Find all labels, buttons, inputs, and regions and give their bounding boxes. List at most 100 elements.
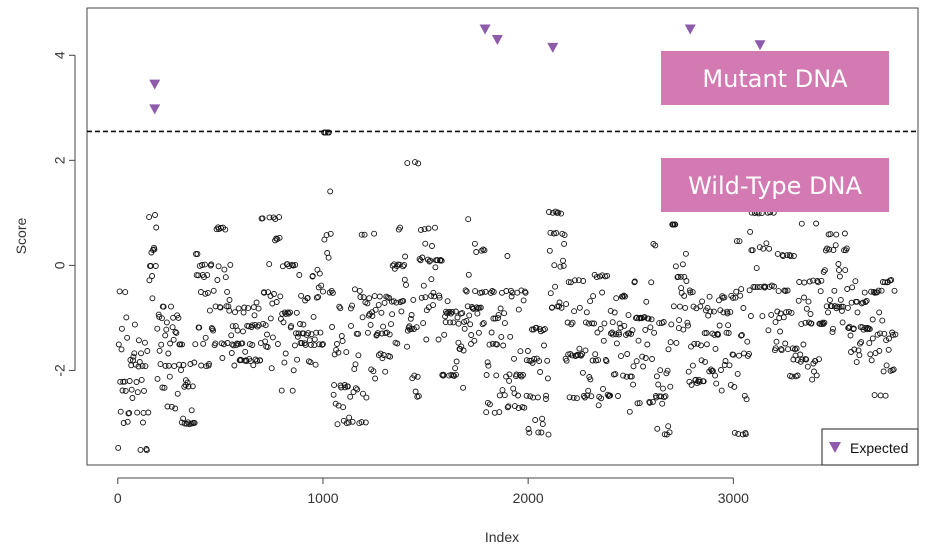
observed-point: [287, 309, 294, 316]
observed-point: [687, 289, 694, 296]
observed-point: [413, 324, 420, 331]
observed-point: [285, 310, 292, 317]
observed-point: [250, 304, 257, 311]
observed-point: [363, 394, 370, 401]
observed-point: [691, 340, 698, 347]
observed-point: [565, 279, 572, 286]
observed-point: [473, 304, 480, 311]
observed-point: [734, 370, 741, 377]
observed-point: [816, 356, 822, 363]
observed-point: [624, 351, 631, 357]
y-tick-label: -2: [52, 364, 68, 377]
observed-point: [352, 385, 359, 392]
observed-point: [306, 337, 313, 344]
observed-point: [188, 407, 195, 414]
observed-point: [394, 340, 401, 347]
observed-point: [335, 349, 342, 356]
observed-point: [771, 283, 777, 290]
observed-point: [851, 346, 858, 353]
observed-point: [888, 277, 895, 283]
observed-point: [706, 293, 713, 300]
observed-point: [657, 367, 664, 374]
observed-point: [191, 359, 198, 366]
observed-point: [463, 288, 470, 295]
observed-point: [297, 321, 303, 327]
observed-point: [428, 276, 435, 283]
observed-point: [294, 356, 301, 363]
legend-label: Expected: [850, 440, 908, 456]
observed-point: [232, 309, 238, 316]
observed-point: [711, 331, 718, 338]
observed-point: [625, 312, 632, 319]
observed-point: [725, 322, 732, 329]
observed-point: [357, 294, 364, 300]
observed-point: [654, 425, 661, 432]
observed-point: [329, 324, 336, 330]
observed-point: [539, 421, 546, 428]
observed-point: [348, 322, 354, 329]
observed-point: [381, 299, 388, 306]
observed-point: [709, 368, 716, 374]
observed-point: [480, 246, 487, 253]
observed-point: [550, 230, 557, 237]
observed-point: [178, 367, 184, 374]
observed-point: [264, 344, 271, 350]
observed-point: [131, 321, 138, 328]
observed-point: [815, 279, 822, 286]
observed-point: [452, 371, 459, 378]
observed-point: [129, 395, 136, 401]
observed-point: [371, 230, 378, 237]
observed-point: [195, 272, 202, 279]
observed-point: [284, 309, 291, 316]
observed-point: [749, 247, 756, 254]
observed-point: [486, 341, 493, 348]
observed-point: [309, 273, 316, 279]
observed-point: [688, 343, 695, 350]
observed-point: [194, 251, 201, 257]
observed-point: [736, 238, 743, 245]
observed-point: [128, 386, 135, 393]
observed-point: [347, 305, 354, 312]
observed-point: [635, 337, 642, 344]
observed-point: [829, 329, 836, 336]
observed-point: [648, 316, 655, 323]
observed-point: [561, 240, 568, 247]
observed-point: [803, 305, 810, 312]
observed-point: [552, 208, 559, 215]
observed-point: [665, 346, 672, 353]
expected-point: [149, 104, 161, 115]
observed-point: [317, 329, 324, 336]
observed-point: [715, 331, 721, 338]
observed-point: [226, 297, 233, 303]
observed-point: [841, 230, 848, 237]
observed-point: [144, 348, 151, 354]
observed-point: [555, 209, 562, 216]
observed-point: [141, 387, 147, 394]
observed-point: [152, 212, 158, 218]
observed-point: [221, 266, 228, 273]
observed-point: [483, 372, 490, 378]
observed-point: [740, 305, 747, 311]
observed-point: [340, 404, 347, 411]
observed-point: [684, 319, 691, 326]
observed-point: [843, 245, 850, 252]
observed-point: [471, 337, 478, 344]
observed-point: [515, 306, 522, 313]
observed-point: [344, 383, 351, 390]
observed-point: [589, 357, 596, 364]
observed-point: [212, 340, 219, 347]
observed-point: [549, 209, 556, 216]
observed-point: [273, 299, 280, 305]
mutant-dna-label: Mutant DNA: [702, 65, 848, 93]
observed-point: [454, 314, 461, 321]
observed-point: [713, 380, 720, 387]
legend-triangle-icon: [829, 442, 841, 453]
observed-point: [813, 220, 820, 227]
observed-point: [200, 340, 207, 347]
observed-point: [500, 342, 507, 349]
observed-point: [425, 225, 432, 232]
observed-point: [493, 372, 500, 379]
observed-point: [376, 293, 383, 300]
observed-point: [432, 224, 438, 231]
observed-point: [149, 273, 156, 279]
